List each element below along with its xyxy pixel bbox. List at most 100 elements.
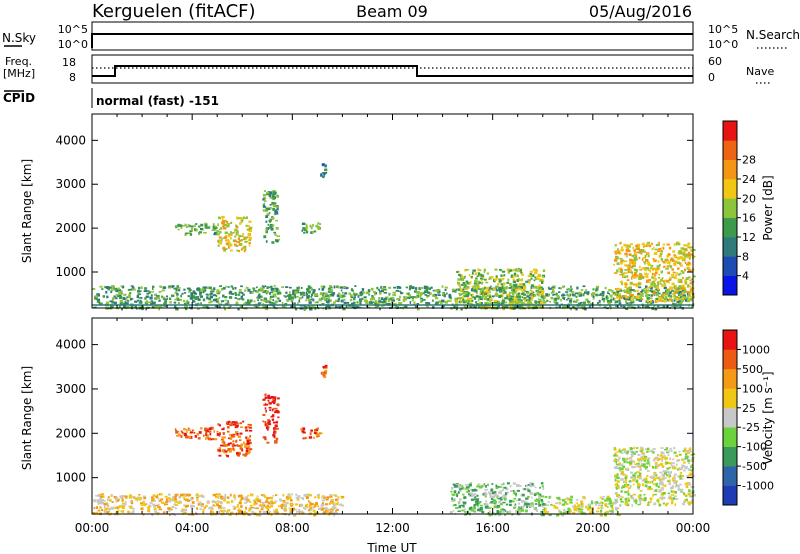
power-data-cell [663, 265, 666, 268]
velocity-data-cell [462, 486, 465, 489]
power-data-cell [221, 217, 224, 221]
power-data-cell [378, 291, 382, 295]
velocity-data-cell [647, 459, 650, 462]
power-data-cell [409, 295, 411, 298]
velocity-data-cell [190, 497, 194, 500]
power-data-cell [656, 282, 660, 286]
velocity-data-cell [208, 507, 211, 510]
velocity-data-cell [506, 491, 510, 494]
velocity-data-cell [303, 437, 307, 440]
velocity-data-cell [685, 466, 688, 469]
velocity-data-cell [240, 426, 243, 428]
velocity-data-cell [257, 499, 261, 502]
velocity-data-cell [679, 483, 682, 486]
velocity-data-cell [661, 477, 665, 480]
velocity-data-cell [165, 503, 169, 506]
power-data-cell [655, 297, 659, 301]
power-data-cell [646, 279, 650, 282]
power-data-cell [161, 289, 166, 292]
power-data-cell [522, 293, 526, 296]
velocity-data-cell [229, 493, 232, 497]
velocity-data-cell [183, 511, 185, 515]
velocity-data-cell [496, 511, 499, 514]
power-data-cell [110, 285, 114, 287]
power-data-cell [502, 283, 505, 286]
power-data-cell [192, 290, 196, 293]
power-data-cell [625, 295, 629, 298]
power-data-cell [387, 299, 391, 303]
velocity-data-cell [534, 503, 538, 505]
velocity-data-cell [577, 504, 580, 507]
velocity-data-cell [687, 492, 691, 496]
velocity-data-cell [666, 502, 669, 505]
velocity-data-cell [481, 510, 485, 514]
velocity-data-cell [320, 371, 323, 375]
power-data-cell [489, 297, 492, 301]
power-data-cell [641, 267, 645, 270]
power-data-cell [641, 249, 645, 252]
velocity-data-cell [673, 446, 676, 450]
power-colorbar-tick-label: 8 [742, 250, 749, 263]
power-data-cell [276, 292, 280, 295]
power-data-cell [183, 302, 187, 306]
velocity-data-cell [254, 499, 257, 502]
power-data-cell [578, 291, 582, 295]
velocity-data-cell [661, 497, 663, 501]
power-data-cell [253, 300, 256, 303]
velocity-data-cell [175, 504, 179, 506]
velocity-data-cell [620, 501, 624, 503]
power-data-cell [471, 306, 474, 309]
velocity-data-cell [216, 433, 221, 436]
power-data-cell [663, 293, 666, 296]
power-data-cell [491, 287, 493, 290]
power-data-cell [110, 290, 113, 294]
power-data-cell [660, 270, 663, 274]
power-data-cell [243, 250, 246, 253]
power-data-cell [566, 293, 569, 296]
power-data-cell [227, 224, 229, 227]
power-data-cell [437, 294, 441, 296]
velocity-data-cell [297, 495, 301, 498]
velocity-data-cell [267, 394, 270, 398]
power-data-cell [174, 225, 178, 228]
power-data-cell [691, 305, 694, 308]
power-data-cell [679, 262, 682, 266]
power-data-cell [665, 267, 669, 270]
velocity-data-cell [197, 437, 201, 440]
power-data-cell [349, 294, 353, 297]
velocity-data-cell [187, 499, 191, 502]
power-data-cell [239, 217, 243, 219]
power-data-cell [94, 296, 97, 299]
power-data-cell [511, 300, 515, 303]
power-data-cell [651, 290, 653, 293]
noise-tick-high-right: 10^5 [708, 23, 738, 36]
velocity-data-cell [668, 476, 670, 479]
power-data-cell [400, 292, 402, 295]
power-data-cell [200, 290, 204, 293]
power-data-cell [230, 237, 232, 240]
power-data-cell [125, 302, 129, 305]
velocity-data-cell [664, 477, 667, 479]
power-data-cell [485, 286, 490, 290]
velocity-data-cell [673, 475, 676, 478]
power-data-cell [612, 297, 615, 301]
velocity-data-cell [218, 447, 221, 450]
power-data-cell [343, 298, 346, 301]
power-data-cell [299, 297, 302, 300]
power-data-cell [619, 274, 623, 276]
power-data-cell [327, 299, 332, 302]
power-data-cell [372, 291, 376, 293]
velocity-data-cell [509, 499, 513, 503]
power-data-cell [661, 295, 664, 299]
power-data-cell [322, 296, 325, 299]
power-data-cell [672, 305, 676, 307]
power-data-cell [436, 289, 439, 292]
power-data-cell [520, 292, 525, 295]
power-data-cell [679, 302, 682, 305]
power-data-cell [623, 275, 627, 279]
power-data-cell [614, 244, 617, 247]
velocity-data-cell [661, 460, 663, 462]
power-data-cell [688, 291, 691, 295]
velocity-data-cell [247, 499, 250, 502]
velocity-data-cell [591, 509, 593, 513]
